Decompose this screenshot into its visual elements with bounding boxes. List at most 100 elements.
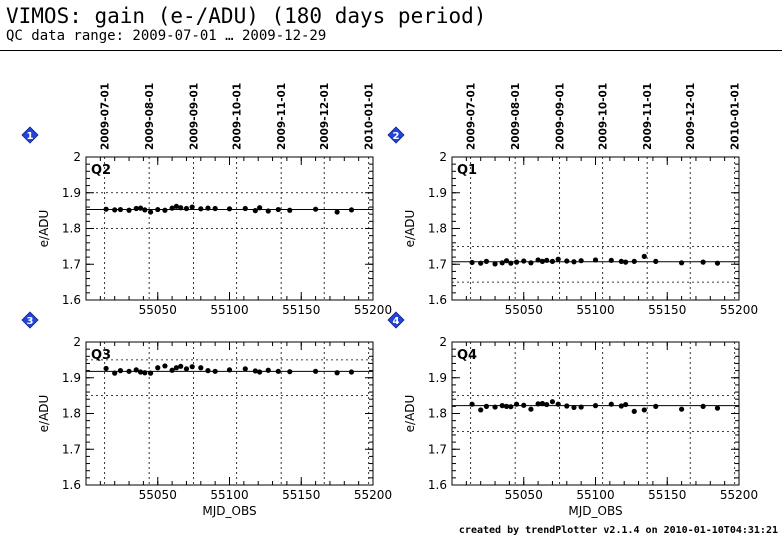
data-point: [492, 404, 498, 410]
panel-number-badge: [21, 311, 39, 329]
data-point: [631, 258, 637, 264]
panel-4: 1.6 1.7 1.8 1.9 2 55050 55100 55150 55200 e/ADU MJ…: [387, 311, 758, 518]
footer-credit: created by trendPlotter v2.1.4 on 2010-0…: [458, 525, 778, 536]
data-point: [126, 368, 132, 374]
data-point: [265, 367, 271, 373]
data-point: [549, 258, 556, 264]
data-point: [137, 369, 144, 375]
data-point: [483, 403, 490, 409]
data-point: [700, 259, 706, 265]
data-point: [714, 260, 721, 266]
y-tick-label: 1.6: [428, 293, 447, 307]
data-point: [103, 206, 109, 212]
data-point: [103, 365, 109, 372]
x-axis-label: MJD_OBS: [202, 504, 256, 518]
data-point: [313, 206, 319, 212]
panel-3: 1.6 1.7 1.8 1.9 2 55050 55100 55150 55200 e/ADU MJ…: [21, 311, 392, 518]
data-point: [631, 408, 637, 414]
y-tick-label: 1.9: [428, 371, 447, 385]
data-point: [508, 260, 514, 266]
page-title: VIMOS: gain (e-/ADU) (180 days period): [6, 4, 487, 28]
y-axis-label: e/ADU: [37, 395, 51, 433]
y-tick-label: 1.7: [428, 257, 447, 271]
data-point: [205, 368, 211, 374]
x-tick-label: 55050: [139, 488, 177, 502]
y-tick-label: 2: [73, 150, 81, 164]
data-point: [147, 370, 154, 376]
y-tick-label: 1.7: [62, 442, 81, 456]
data-point: [521, 402, 527, 408]
data-point: [499, 260, 505, 266]
data-point: [564, 403, 570, 409]
x-axis-label: MJD_OBS: [568, 504, 622, 518]
y-tick-label: 1.8: [62, 222, 81, 236]
data-point: [499, 403, 505, 409]
y-tick-label: 2: [73, 335, 81, 349]
data-point: [178, 205, 184, 211]
data-point: [155, 365, 161, 371]
data-point: [608, 401, 614, 407]
data-point: [535, 401, 541, 407]
data-point: [528, 406, 534, 412]
data-point: [257, 205, 263, 211]
data-point: [503, 258, 510, 264]
data-point: [137, 205, 144, 211]
x-tick-label: 55050: [139, 303, 177, 317]
data-point: [618, 258, 624, 264]
data-point: [173, 203, 180, 209]
data-point: [334, 370, 340, 376]
date-tick-label: 2009-08-01: [510, 83, 522, 150]
y-axis-label: e/ADU: [37, 210, 51, 248]
panel-number-badge: [387, 126, 405, 144]
data-point: [112, 370, 118, 376]
data-point: [257, 369, 263, 375]
data-point: [334, 209, 340, 215]
date-tick-label: 2009-07-01: [100, 83, 112, 150]
plot-frame: [85, 156, 374, 301]
x-tick-label: 55050: [505, 488, 543, 502]
panel-label: Q3: [91, 348, 111, 363]
data-point: [183, 205, 190, 212]
data-point: [521, 258, 527, 264]
y-tick-label: 1.8: [428, 222, 447, 236]
data-point: [242, 366, 248, 372]
y-tick-label: 1.8: [428, 407, 447, 421]
y-axis-label: e/ADU: [403, 210, 417, 248]
data-point: [555, 401, 561, 407]
panel-label: Q2: [91, 163, 111, 178]
data-point: [126, 207, 132, 213]
x-tick-label: 55150: [648, 488, 686, 502]
data-point: [555, 256, 561, 262]
data-point: [133, 367, 139, 373]
x-tick-label: 55150: [282, 488, 320, 502]
plot-frame: [451, 341, 740, 486]
data-point: [592, 257, 599, 263]
date-tick-label: 2009-11-01: [642, 83, 654, 150]
data-point: [112, 207, 118, 213]
data-point: [287, 369, 293, 375]
data-point: [212, 205, 218, 212]
x-tick-label: 55100: [576, 303, 614, 317]
data-point: [513, 259, 520, 265]
page-subtitle: QC data range: 2009-07-01 … 2009-12-29: [6, 28, 327, 44]
panel-number-badge: [21, 126, 39, 144]
data-point: [539, 258, 546, 264]
data-point: [679, 260, 685, 266]
x-tick-label: 55100: [576, 488, 614, 502]
data-point: [571, 404, 577, 411]
title-rule: [0, 50, 782, 51]
data-point: [478, 260, 484, 266]
panel-number: 1: [27, 131, 34, 142]
data-point: [564, 258, 570, 264]
x-tick-label: 55200: [720, 488, 758, 502]
data-point: [162, 363, 168, 369]
data-point: [578, 258, 584, 264]
y-tick-label: 1.9: [62, 186, 81, 200]
y-tick-label: 2: [439, 335, 447, 349]
data-point: [169, 367, 175, 373]
panel-number: 3: [27, 316, 34, 327]
data-point: [608, 257, 614, 263]
x-tick-label: 55200: [720, 303, 758, 317]
data-point: [183, 366, 190, 372]
